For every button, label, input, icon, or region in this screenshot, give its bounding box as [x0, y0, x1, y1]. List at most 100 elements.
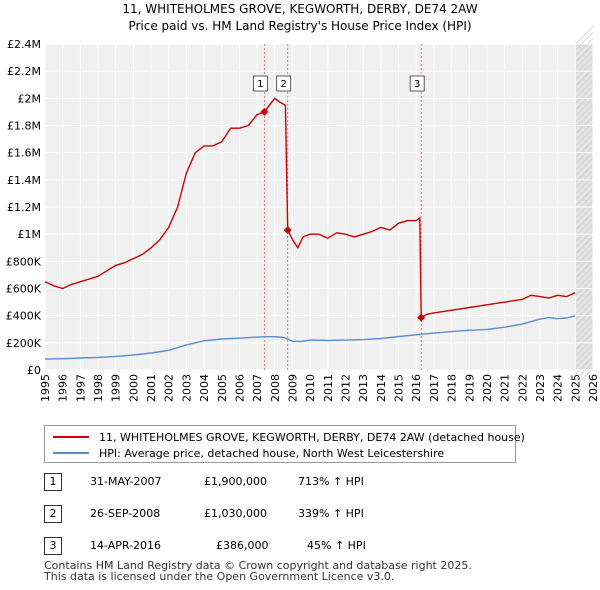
y-tick-label: £1M — [18, 228, 42, 241]
x-tick-label: 2001 — [145, 374, 158, 402]
y-tick-label: £800K — [6, 255, 42, 268]
y-tick-label: £2.2M — [7, 65, 41, 78]
hatch-line — [575, 284, 594, 303]
hatch-line — [575, 212, 594, 231]
sale-number-box: 3 — [44, 537, 62, 555]
x-tick-label: 1998 — [92, 374, 105, 402]
y-tick-label: £1.2M — [7, 201, 41, 214]
hatch-line — [575, 296, 594, 315]
x-tick-label: 2018 — [446, 374, 459, 402]
x-tick-label: 2015 — [393, 374, 406, 402]
x-tick-label: 2007 — [251, 374, 264, 402]
property-price-line — [44, 97, 576, 319]
sale-labels: 1 2 3 — [252, 75, 425, 92]
hatch-line — [575, 200, 594, 219]
x-tick-label: 2004 — [198, 374, 211, 402]
hatch-line — [575, 272, 594, 291]
hatch-line — [575, 152, 594, 171]
y-axis: £0 £200K £400K £600K £800K £1M £1.2M £1.4M £1.6M… — [6, 38, 42, 377]
hatch-line — [575, 242, 594, 261]
hatch-line — [575, 236, 594, 255]
hatch-line — [575, 104, 594, 123]
x-tick-label: 2013 — [357, 374, 370, 402]
hatch-line — [575, 74, 594, 93]
x-tick-label: 2010 — [304, 374, 317, 402]
sale-hpi: 45% ↑ HPI — [307, 539, 366, 552]
sale-price: £1,030,000 — [204, 507, 267, 520]
sale-price: £386,000 — [216, 539, 269, 552]
y-tick-label: £400K — [6, 310, 42, 323]
hatch-line — [575, 350, 594, 369]
table-row: 2 26-SEP-2008 £1,030,000 339% ↑ HPI — [44, 505, 464, 523]
sale-date: 26-SEP-2008 — [90, 507, 161, 520]
sale-hpi: 713% ↑ HPI — [298, 475, 364, 488]
hatch-line — [575, 188, 594, 207]
hatch-line — [575, 80, 594, 99]
hatch-line — [575, 98, 594, 117]
sale-label-box — [252, 75, 268, 92]
legend: 11, WHITEHOLMES GROVE, KEGWORTH, DERBY, … — [44, 425, 525, 463]
hatch-line — [575, 278, 594, 297]
x-tick-label: 1996 — [57, 374, 70, 402]
hatch-line — [575, 32, 594, 51]
sale-label-box — [276, 75, 292, 92]
hatch-line — [575, 308, 594, 327]
hatch-line — [575, 332, 594, 351]
x-tick-label: 2023 — [534, 374, 547, 402]
x-tick-label: 2017 — [428, 374, 441, 402]
sale-point — [260, 107, 269, 116]
hatch-line — [575, 218, 594, 237]
chart-title: 11, WHITEHOLMES GROVE, KEGWORTH, DERBY, … — [122, 2, 477, 16]
hatch-line — [575, 320, 594, 339]
x-tick-label: 2012 — [340, 374, 353, 402]
hatch-line — [575, 86, 594, 105]
sale-hpi: 339% ↑ HPI — [298, 507, 364, 520]
legend-label-property: 11, WHITEHOLMES GROVE, KEGWORTH, DERBY, … — [99, 430, 525, 444]
hatch-line — [575, 230, 594, 249]
hatch-line — [575, 38, 594, 57]
hatch-line — [575, 170, 594, 189]
hatch-line — [575, 260, 594, 279]
hatch-line — [575, 128, 594, 147]
legend-item-property: 11, WHITEHOLMES GROVE, KEGWORTH, DERBY, … — [53, 429, 525, 445]
x-tick-label: 2002 — [163, 374, 176, 402]
x-tick-label: 2019 — [463, 374, 476, 402]
legend-label-hpi: HPI: Average price, detached house, Nort… — [99, 446, 445, 460]
sale-label-number: 3 — [414, 79, 420, 90]
sale-points — [260, 107, 426, 322]
hatch-line — [575, 26, 594, 45]
x-tick-label: 2006 — [233, 374, 246, 402]
x-tick-label: 2024 — [552, 374, 565, 402]
y-tick-label: £2M — [18, 92, 42, 105]
hatch-line — [575, 254, 594, 273]
x-axis: 1995 1996 1997 1998 1999 2000 2001 2002 2003 2004… — [39, 374, 600, 402]
hatch-line — [575, 158, 594, 177]
sale-label-box — [409, 75, 425, 92]
sale-number-box: 2 — [44, 505, 62, 523]
y-tick-label: £1.8M — [7, 120, 41, 133]
hatch-line — [575, 266, 594, 285]
sale-point — [283, 226, 292, 235]
hatch-line — [575, 344, 594, 363]
sale-date: 14-APR-2016 — [90, 539, 162, 552]
hatch-line — [575, 164, 594, 183]
x-tick-label: 1999 — [110, 374, 123, 402]
x-tick-label: 2021 — [499, 374, 512, 402]
x-tick-label: 2005 — [216, 374, 229, 402]
hatch-line — [575, 326, 594, 345]
footer-copyright: Contains HM Land Registry data © Crown c… — [44, 559, 472, 572]
legend-swatch-property — [53, 436, 89, 438]
footer: Contains HM Land Registry data © Crown c… — [44, 560, 472, 582]
series-lines — [44, 97, 576, 360]
hatch-line — [575, 224, 594, 243]
chart-subtitle: Price paid vs. HM Land Registry's House … — [128, 19, 471, 33]
sale-point — [417, 313, 426, 322]
sale-price: £1,900,000 — [204, 475, 267, 488]
x-tick-label: 2026 — [587, 374, 600, 402]
hatch-line — [575, 368, 594, 387]
x-tick-label: 2011 — [322, 374, 335, 402]
y-tick-label: £1.4M — [7, 174, 41, 187]
y-tick-label: £0 — [27, 364, 41, 377]
hatch-line — [575, 302, 594, 321]
sale-number-box: 1 — [44, 473, 62, 491]
